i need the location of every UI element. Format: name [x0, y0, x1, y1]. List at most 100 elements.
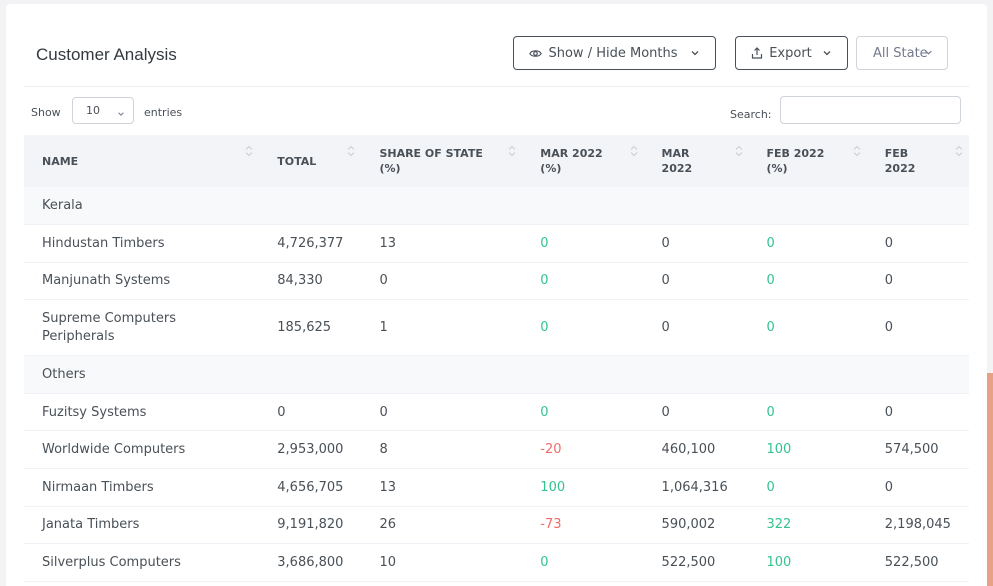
customer-analysis-card: Customer Analysis Show / Hide Months Exp… — [6, 4, 987, 586]
customer-name: Silverplus Computers — [24, 543, 260, 582]
table-cell: 0 — [866, 224, 969, 263]
sort-icon[interactable] — [508, 145, 516, 161]
percent-change-cell: -20 — [522, 430, 644, 470]
column-header-label: (%) — [766, 162, 788, 175]
table-cell: 2,953,000 — [259, 430, 362, 470]
column-header[interactable]: SHARE OF STATE (%) — [361, 135, 522, 187]
table-cell: 0 — [643, 299, 749, 357]
percent-change-cell: 0 — [522, 299, 644, 357]
table-cell: 3,686,800 — [259, 543, 362, 582]
table-row: Fuzitsy Systems 0 0 0 0 0 0 — [24, 393, 969, 432]
percent-change-cell: 100 — [748, 543, 867, 582]
customer-name: Manjunath Systems — [24, 262, 260, 301]
column-header-label: (%) — [540, 162, 562, 175]
sort-icon[interactable] — [245, 145, 253, 161]
column-header-label: 2022 — [884, 162, 916, 175]
chevron-down-icon — [117, 108, 125, 121]
table-cell: 2,198,045 — [866, 506, 969, 545]
entries-label: entries — [144, 106, 183, 119]
percent-change-cell: 0 — [748, 224, 867, 263]
sort-icon[interactable] — [853, 145, 861, 161]
sort-icon[interactable] — [735, 145, 743, 161]
column-header[interactable]: NAME — [24, 135, 259, 187]
group-label: Kerala — [24, 187, 969, 226]
column-header-label: FEB — [884, 147, 909, 160]
table-cell: 574,500 — [866, 430, 969, 470]
customer-name: Hindustan Timbers — [24, 224, 260, 263]
entries-select[interactable]: 10 — [72, 97, 134, 124]
group-label: Others — [24, 355, 969, 394]
column-header-label: SHARE OF STATE — [379, 147, 483, 160]
entries-select-value: 10 — [86, 104, 100, 117]
percent-change-cell: 322 — [748, 506, 867, 545]
table-cell: 13 — [361, 224, 523, 263]
table-cell: 4,726,377 — [259, 224, 362, 263]
sort-icon[interactable] — [955, 145, 963, 161]
table-cell: 522,500 — [866, 543, 969, 582]
table-cell: 0 — [866, 299, 969, 357]
column-header-label: (%) — [379, 162, 401, 175]
search-label: Search: — [730, 108, 772, 121]
column-header-label: MAR — [661, 147, 690, 160]
customer-name: Janata Timbers — [24, 506, 260, 545]
column-header-label: MAR 2022 — [540, 147, 603, 160]
table-cell: 1,064,316 — [643, 468, 749, 507]
show-label: Show — [31, 106, 61, 119]
table-row: Manjunath Systems 84,330 0 0 0 0 0 — [24, 262, 969, 301]
table-cell: 8 — [361, 430, 523, 470]
customer-name: Worldwide Computers — [24, 430, 260, 470]
customer-name-line: Peripherals — [42, 328, 115, 344]
sort-icon[interactable] — [347, 145, 355, 161]
customer-table: NAME TOTAL SHARE OF STATE (%) MAR 2022 (%) MAR… — [24, 135, 969, 582]
table-cell: 1 — [361, 299, 523, 357]
group-row: Others — [24, 355, 969, 394]
customer-name-line: Janata Timbers — [42, 517, 140, 533]
column-header[interactable]: MAR 2022 (%) — [522, 135, 643, 187]
upload-icon — [751, 47, 763, 59]
chevron-down-icon — [822, 48, 832, 58]
table-body: Kerala Hindustan Timbers 4,726,377 13 0 0 0 0 Ma… — [24, 187, 969, 582]
state-select[interactable]: All State — [856, 36, 948, 70]
scrollbar-thumb[interactable] — [987, 373, 993, 586]
table-cell: 4,656,705 — [259, 468, 362, 507]
percent-change-cell: 0 — [522, 543, 644, 582]
percent-change-cell: 0 — [748, 299, 867, 357]
table-row: Supreme Computers Peripherals 185,625 1 0 0 0 0 — [24, 299, 969, 357]
sort-icon[interactable] — [630, 145, 638, 161]
show-hide-months-label: Show / Hide Months — [548, 45, 678, 61]
table-row: Worldwide Computers 2,953,000 8 -20 460,100 1… — [24, 430, 969, 470]
column-header[interactable]: MAR 2022 — [644, 135, 749, 187]
customer-name-line: Hindustan Timbers — [42, 235, 165, 251]
chevron-down-icon — [924, 46, 933, 61]
show-hide-months-button[interactable]: Show / Hide Months — [513, 36, 716, 70]
column-header-label: NAME — [42, 154, 79, 168]
table-cell: 0 — [643, 262, 749, 301]
table-row: Nirmaan Timbers 4,656,705 13 100 1,064,316 0 0 — [24, 468, 969, 507]
table-cell: 0 — [259, 393, 362, 432]
table-row: Silverplus Computers 3,686,800 10 0 522,500 1… — [24, 543, 969, 582]
column-header[interactable]: FEB 2022 — [867, 135, 969, 187]
table-cell: 185,625 — [259, 299, 362, 357]
table-row: Hindustan Timbers 4,726,377 13 0 0 0 0 — [24, 224, 969, 263]
customer-name-line: Fuzitsy Systems — [42, 404, 147, 420]
table-cell: 84,330 — [259, 262, 362, 301]
table-cell: 0 — [866, 393, 969, 432]
page-title: Customer Analysis — [36, 45, 177, 64]
state-select-value: All State — [873, 45, 928, 61]
table-cell: 0 — [643, 393, 749, 432]
column-header-label: TOTAL — [277, 154, 317, 168]
column-header[interactable]: TOTAL — [259, 135, 361, 187]
table-cell: 522,500 — [643, 543, 749, 582]
export-button[interactable]: Export — [735, 36, 848, 70]
column-header[interactable]: FEB 2022 (%) — [749, 135, 867, 187]
table-cell: 0 — [643, 224, 749, 263]
table-cell: 0 — [866, 468, 969, 507]
percent-change-cell: 0 — [522, 224, 644, 263]
customer-name-line: Worldwide Computers — [42, 442, 186, 458]
table-cell: 9,191,820 — [259, 506, 362, 545]
search-input[interactable] — [780, 96, 961, 124]
percent-change-cell: 0 — [748, 262, 867, 301]
percent-change-cell: 0 — [522, 393, 644, 432]
chevron-down-icon — [690, 48, 700, 58]
table-cell: 0 — [361, 393, 523, 432]
